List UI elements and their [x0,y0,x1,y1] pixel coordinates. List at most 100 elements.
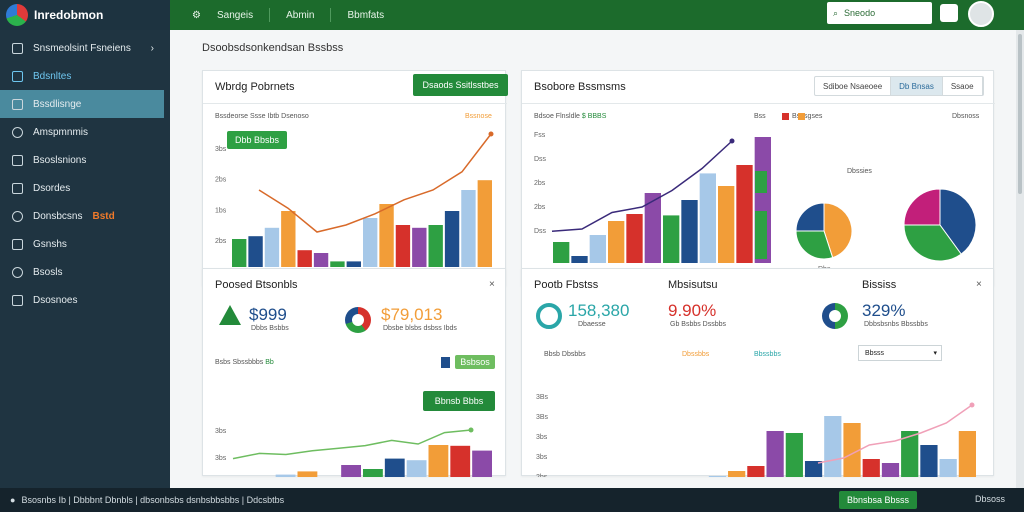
chart-bar [297,250,312,267]
legend-swatch [782,113,789,120]
chart-bar [824,416,842,477]
y-tick-label: Fss [534,132,546,139]
chart-bar [472,450,492,477]
chart-bar [363,218,378,267]
y-tick-label: 3bs [536,434,548,441]
chart-icon [12,98,23,110]
chart-bar [958,431,976,477]
search-icon: ⌕ [833,7,839,18]
legend-item: Bbssbbs [754,351,781,358]
sidebar-item-orders[interactable]: Dsordes [0,174,170,202]
chart-bar [939,459,957,477]
y-tick-label: 2bs [534,204,546,211]
panel-title: Bsobore Bssmsms [534,81,626,93]
settings-icon [12,210,23,222]
chart-bar [461,190,476,267]
chart-point [488,131,494,137]
subtitle-text: Bdsoe Flnsldle [534,113,580,120]
chart-bar [444,211,460,267]
sidebar-item-analytics[interactable]: Bssdlisnge [0,90,164,118]
dropdown-select[interactable]: Bbsss ▾ [858,345,942,361]
kpi-sub: Dbbs Bsbbs [251,325,289,332]
chevron-down-icon: ▾ [933,350,937,357]
search-input[interactable]: ⌕ Sneodo [827,2,932,24]
chart-bar [644,193,661,263]
divider [522,103,995,104]
chart-button[interactable]: Bsbsos [455,355,495,369]
tab-2[interactable]: Db Bnsas [891,77,943,95]
table-icon [12,182,23,194]
chart-point [969,402,975,408]
footer-right[interactable]: Dbsoss [975,494,1006,504]
pie-slice [903,188,941,226]
info-icon: ● [10,495,16,505]
y-tick-label: 2bs [215,177,227,184]
notification-icon[interactable] [940,4,958,22]
chart-bar [428,445,449,477]
sidebar-item-documents[interactable]: Dsosnoes [0,286,170,314]
nav-item[interactable]: Abmin [286,9,315,21]
chart-bar [589,235,606,263]
panel-title: Poosed Btsonbls [215,279,298,291]
chart-legend-2: Dbsnoss [952,113,980,120]
y-tick-label: 3bs [215,455,227,462]
close-icon[interactable]: × [976,279,982,290]
scrollbar-thumb[interactable] [1018,34,1022,194]
chart-bar [804,461,823,477]
chart-y-label: Bss [754,113,766,120]
sidebar-item-graphs[interactable]: Gsnshs [0,230,170,258]
up-triangle-icon [219,305,241,325]
chart-subtitle: Bdsoe Flnsldle $ BBBS [534,113,606,120]
divider [203,103,507,104]
sidebar-item-reports[interactable]: Amspmnmis [0,118,170,146]
chart-badge: Dbb Bbsbs [227,131,287,149]
pie-slice [795,230,834,260]
sidebar-item-label: Donsbcsns [33,210,83,222]
main-content: Dsoobsdsonkendsan Bssbss Wbrdg Pobrnets … [170,30,1024,488]
y-tick-label: 3Bs [536,414,549,421]
chevron-right-icon: › [150,42,154,54]
sidebar-item-solutions[interactable]: Bsoslsnions [0,146,170,174]
nav-item[interactable]: Bbmfats [347,9,385,21]
action-button[interactable]: Dsaods Ssitlsstbes [413,74,508,96]
legend-item: Dbssbbs [682,351,710,358]
kpi-sub: Dbaesse [578,321,606,328]
chart-bar [232,239,247,267]
chart-line [232,429,472,460]
y-tick-label: 3bs [536,454,548,461]
brand[interactable]: Inredobmon [0,0,170,30]
scrollbar[interactable] [1016,30,1024,488]
footer-button[interactable]: Bbnsbsa Bbsss [839,491,917,509]
chart-line [258,133,492,233]
sidebar-item-label: Snsmeolsint Fsneiens [33,42,131,54]
kpi-value: 9.90% [668,301,717,320]
top-nav: ⚙ Sangeis Abmin Bbmfats [192,8,384,22]
chart-bar [395,225,411,267]
chart-bar [450,445,471,477]
filter-icon[interactable] [441,357,450,368]
app-title: Inredobmon [34,8,104,22]
sidebar-item-label: Dsordes [33,182,71,194]
nav-item[interactable]: Sangeis [216,9,254,21]
footer-text: Bsosnbs Ib | Dbbbnt Dbnbls | dbsonbsbs d… [21,495,285,505]
panel-bottom-right: Pootb Fbstss Mbsisutsu Bississ × 158,380… [521,268,994,477]
panel-top-right: Bsobore Bssmsms Sdiboe Nsaeoee Db Bnsas … [521,70,995,286]
panel-title: Pootb Fbstss [534,279,599,291]
tab-3[interactable]: Ssaoe [943,77,983,95]
kpi-sub: Dbbsbsnbs Bbssbbs [864,321,928,328]
sidebar-item-downloads[interactable]: Donsbcsns Bstd [0,202,170,230]
sidebar-item-overview[interactable]: Snsmeolsint Fsneiens › [0,34,170,62]
chart-bar [412,227,427,267]
kpi-value: $79,013 [381,305,443,324]
tab-1[interactable]: Sdiboe Nsaeoee [815,77,892,95]
avatar[interactable] [968,1,994,27]
close-icon[interactable]: × [489,279,495,290]
chart-bar [728,471,746,477]
nav-home-icon[interactable]: ⚙ [192,9,201,21]
sidebar: Snsmeolsint Fsneiens › Bdsnltes Bssdlisng… [0,30,170,488]
chart-bar [718,186,735,263]
sidebar-item-tools[interactable]: Bsosls [0,258,170,286]
sidebar-item-dashboard[interactable]: Bdsnltes [0,62,170,90]
subtitle-value: Bb [265,359,274,366]
sidebar-item-label: Dsosnoes [33,294,78,306]
